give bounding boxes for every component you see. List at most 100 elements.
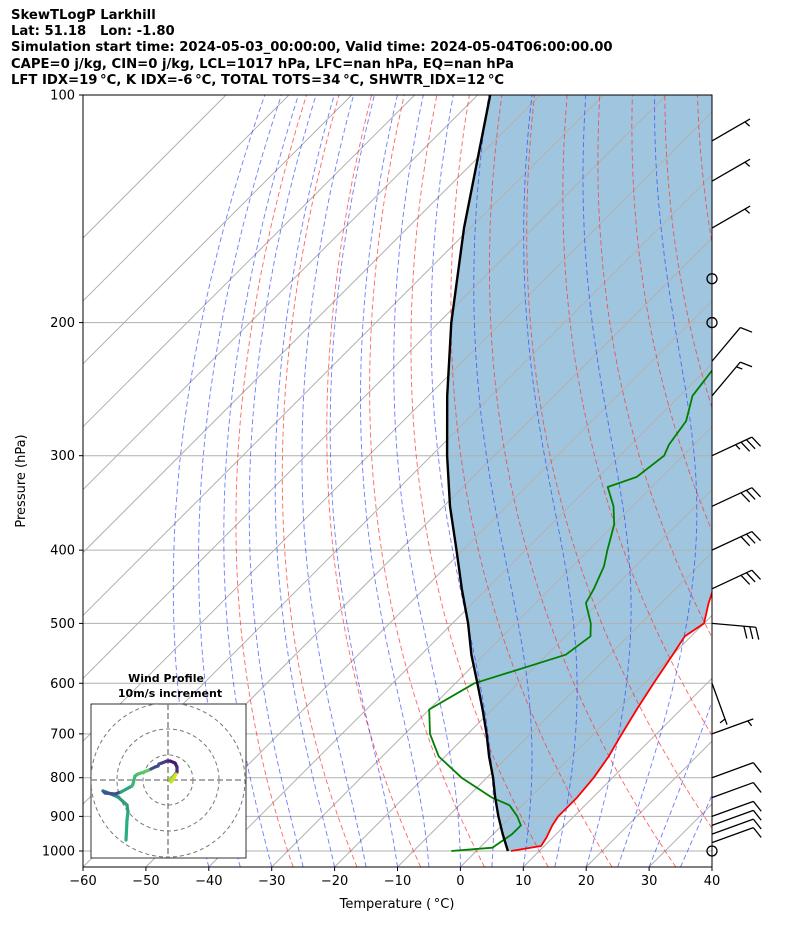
barb-flag (751, 487, 762, 498)
isotherm-line (83, 95, 667, 680)
barb-shaft (711, 809, 754, 826)
y-tick-label: 400 (50, 544, 75, 559)
hodograph-subtitle: 10m/s increment (118, 687, 222, 700)
calm-circle (706, 316, 718, 329)
barb-flag (740, 326, 753, 333)
moist-adiabat (680, 793, 712, 867)
axes-layer: −60 −50 −40 −30 −20 −10 0 10 20 30 40 1000 900 800 700… (42, 89, 720, 890)
dry-adiabat (730, 95, 794, 867)
cape-cin-shading (447, 95, 712, 851)
barb-shaft (711, 683, 728, 725)
dry-adiabat (562, 95, 712, 737)
barb-flag (745, 533, 756, 544)
barb-flag (740, 536, 751, 547)
barb-half-flag (719, 718, 726, 724)
barb-flag (751, 569, 762, 580)
moist-adiabat (329, 95, 398, 867)
barb-half-flag (744, 208, 751, 214)
x-tick-label: 40 (704, 874, 721, 889)
wind-barb (711, 622, 760, 640)
wind-barbs (706, 118, 762, 857)
wind-barb (711, 326, 753, 362)
chart-title: SkewTLogP Larkhill (11, 8, 156, 23)
barb-half-flag (736, 366, 743, 370)
indices-line-2: LFT IDX=19 °C, K IDX=-6 °C, TOTAL TOTS=3… (11, 72, 505, 88)
temperature-profile (510, 590, 712, 852)
dry-adiabat (281, 95, 358, 867)
dry-adiabat (326, 95, 422, 867)
barb-flag (740, 574, 751, 585)
hodograph: Wind Profile 10m/s increment (90, 672, 247, 859)
hodograph-segment (124, 818, 129, 842)
indices-line-1: CAPE=0 j/kg, CIN=0 j/kg, LCL=1017 hPa, L… (11, 56, 514, 72)
wind-barb (711, 158, 751, 182)
moist-adiabat (172, 95, 266, 867)
barb-flag (752, 762, 762, 773)
barb-shaft (711, 530, 753, 551)
y-tick-label: 200 (50, 316, 75, 331)
y-tick-label: 800 (50, 771, 75, 786)
wind-barb (711, 718, 754, 735)
location-line: Lat: 51.18 Lon: -1.80 (11, 24, 175, 40)
moist-adiabat (523, 95, 578, 867)
dry-adiabat (235, 95, 307, 867)
barb-flag (752, 800, 762, 812)
wind-barb (711, 818, 762, 835)
x-tick-label: 20 (578, 874, 595, 889)
barb-shaft (711, 569, 753, 590)
moist-adiabat (648, 700, 712, 867)
barb-shaft (711, 327, 741, 362)
wind-barb (711, 809, 762, 826)
isotherm-line (83, 95, 227, 239)
dry-adiabat (488, 95, 677, 867)
moist-adiabat (248, 95, 317, 867)
isotherm-line (83, 95, 416, 428)
y-tick-label: 500 (50, 617, 75, 632)
barb-half-flag (744, 121, 751, 127)
isotherm-line (522, 677, 712, 867)
barb-shaft (711, 781, 754, 799)
wind-barb (711, 436, 762, 457)
barb-flag (752, 818, 762, 830)
barb-flag (745, 439, 756, 450)
barb-shaft (711, 487, 753, 507)
barb-flag (740, 492, 751, 503)
y-tick-label: 1000 (42, 844, 75, 859)
barb-flag (751, 436, 762, 447)
isotherm-line (83, 95, 541, 554)
barb-half-flag (747, 720, 753, 727)
x-tick-label: −20 (321, 874, 348, 889)
wind-barb (711, 762, 762, 779)
isotherm-line (397, 551, 712, 867)
hodograph-segment (116, 795, 129, 807)
wind-barb (706, 845, 718, 857)
y-tick-label: 700 (50, 727, 75, 742)
moist-adiabat (582, 95, 632, 867)
hodograph-segment (119, 784, 134, 794)
dry-adiabat (450, 95, 613, 867)
hodograph-plot (91, 704, 246, 858)
moist-adiabat (301, 95, 367, 867)
moist-adiabat (430, 95, 495, 867)
barb-flag (745, 489, 756, 500)
y-tick-label: 300 (50, 449, 75, 464)
barb-half-flag (735, 444, 741, 450)
barb-shaft (711, 622, 756, 628)
x-tick-label: −30 (258, 874, 285, 889)
x-tick-label: 0 (456, 874, 464, 889)
barb-shaft (711, 827, 754, 844)
barb-half-flag (744, 161, 751, 167)
y-axis-label: Pressure (hPa) (14, 434, 29, 527)
dry-adiabat (597, 95, 712, 639)
wind-barb (711, 361, 753, 397)
hodograph-segment (103, 791, 117, 796)
dry-adiabat (410, 95, 549, 867)
hodograph-segment (172, 772, 178, 780)
parcel-profile (445, 95, 510, 852)
isotherm-line (711, 866, 712, 867)
moist-adiabat (274, 95, 336, 867)
wind-barb (711, 781, 762, 799)
barb-shaft (711, 158, 751, 182)
moist-adiabat (393, 95, 461, 867)
barb-flag (751, 531, 762, 542)
